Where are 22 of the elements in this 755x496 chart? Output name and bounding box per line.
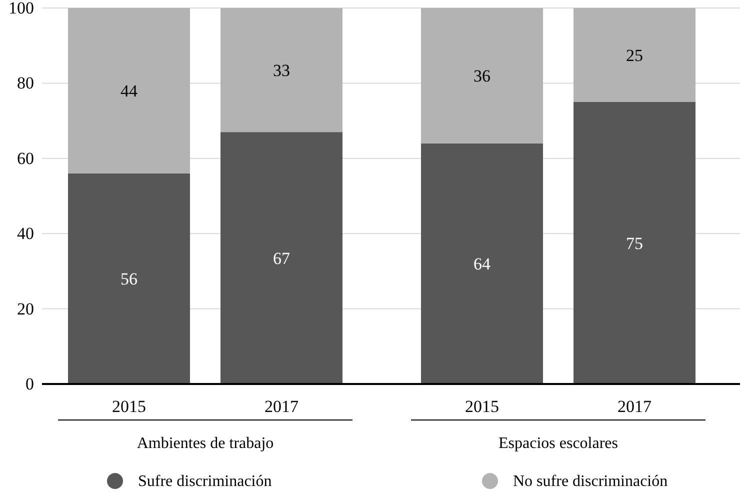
text: Espacios escolares — [498, 435, 618, 452]
legend-label: No sufre discriminación — [513, 473, 668, 490]
data-label: 75 — [626, 234, 643, 253]
y-tick-label: 0 — [26, 374, 34, 394]
y-tick-label: 100 — [8, 0, 34, 18]
data-label: 44 — [120, 82, 138, 101]
data-label: 67 — [273, 249, 290, 268]
y-tick-label: 40 — [17, 224, 34, 244]
legend-label: Sufre discriminación — [138, 473, 272, 490]
x-tick-label: 2015 — [465, 397, 499, 416]
y-tick-label: 80 — [17, 74, 34, 93]
data-label: 56 — [120, 270, 138, 289]
x-tick-label: 2017 — [264, 397, 299, 416]
data-label: 25 — [626, 46, 643, 65]
y-tick-label: 60 — [17, 148, 34, 168]
x-tick-label: 2015 — [112, 397, 146, 416]
x-tick-label: 2017 — [618, 397, 652, 416]
y-tick-label: 20 — [17, 299, 34, 318]
data-label: 33 — [273, 61, 290, 80]
data-label: 64 — [474, 254, 491, 274]
text: Ambientes de trabajo — [136, 435, 274, 452]
data-label: 36 — [474, 66, 490, 86]
